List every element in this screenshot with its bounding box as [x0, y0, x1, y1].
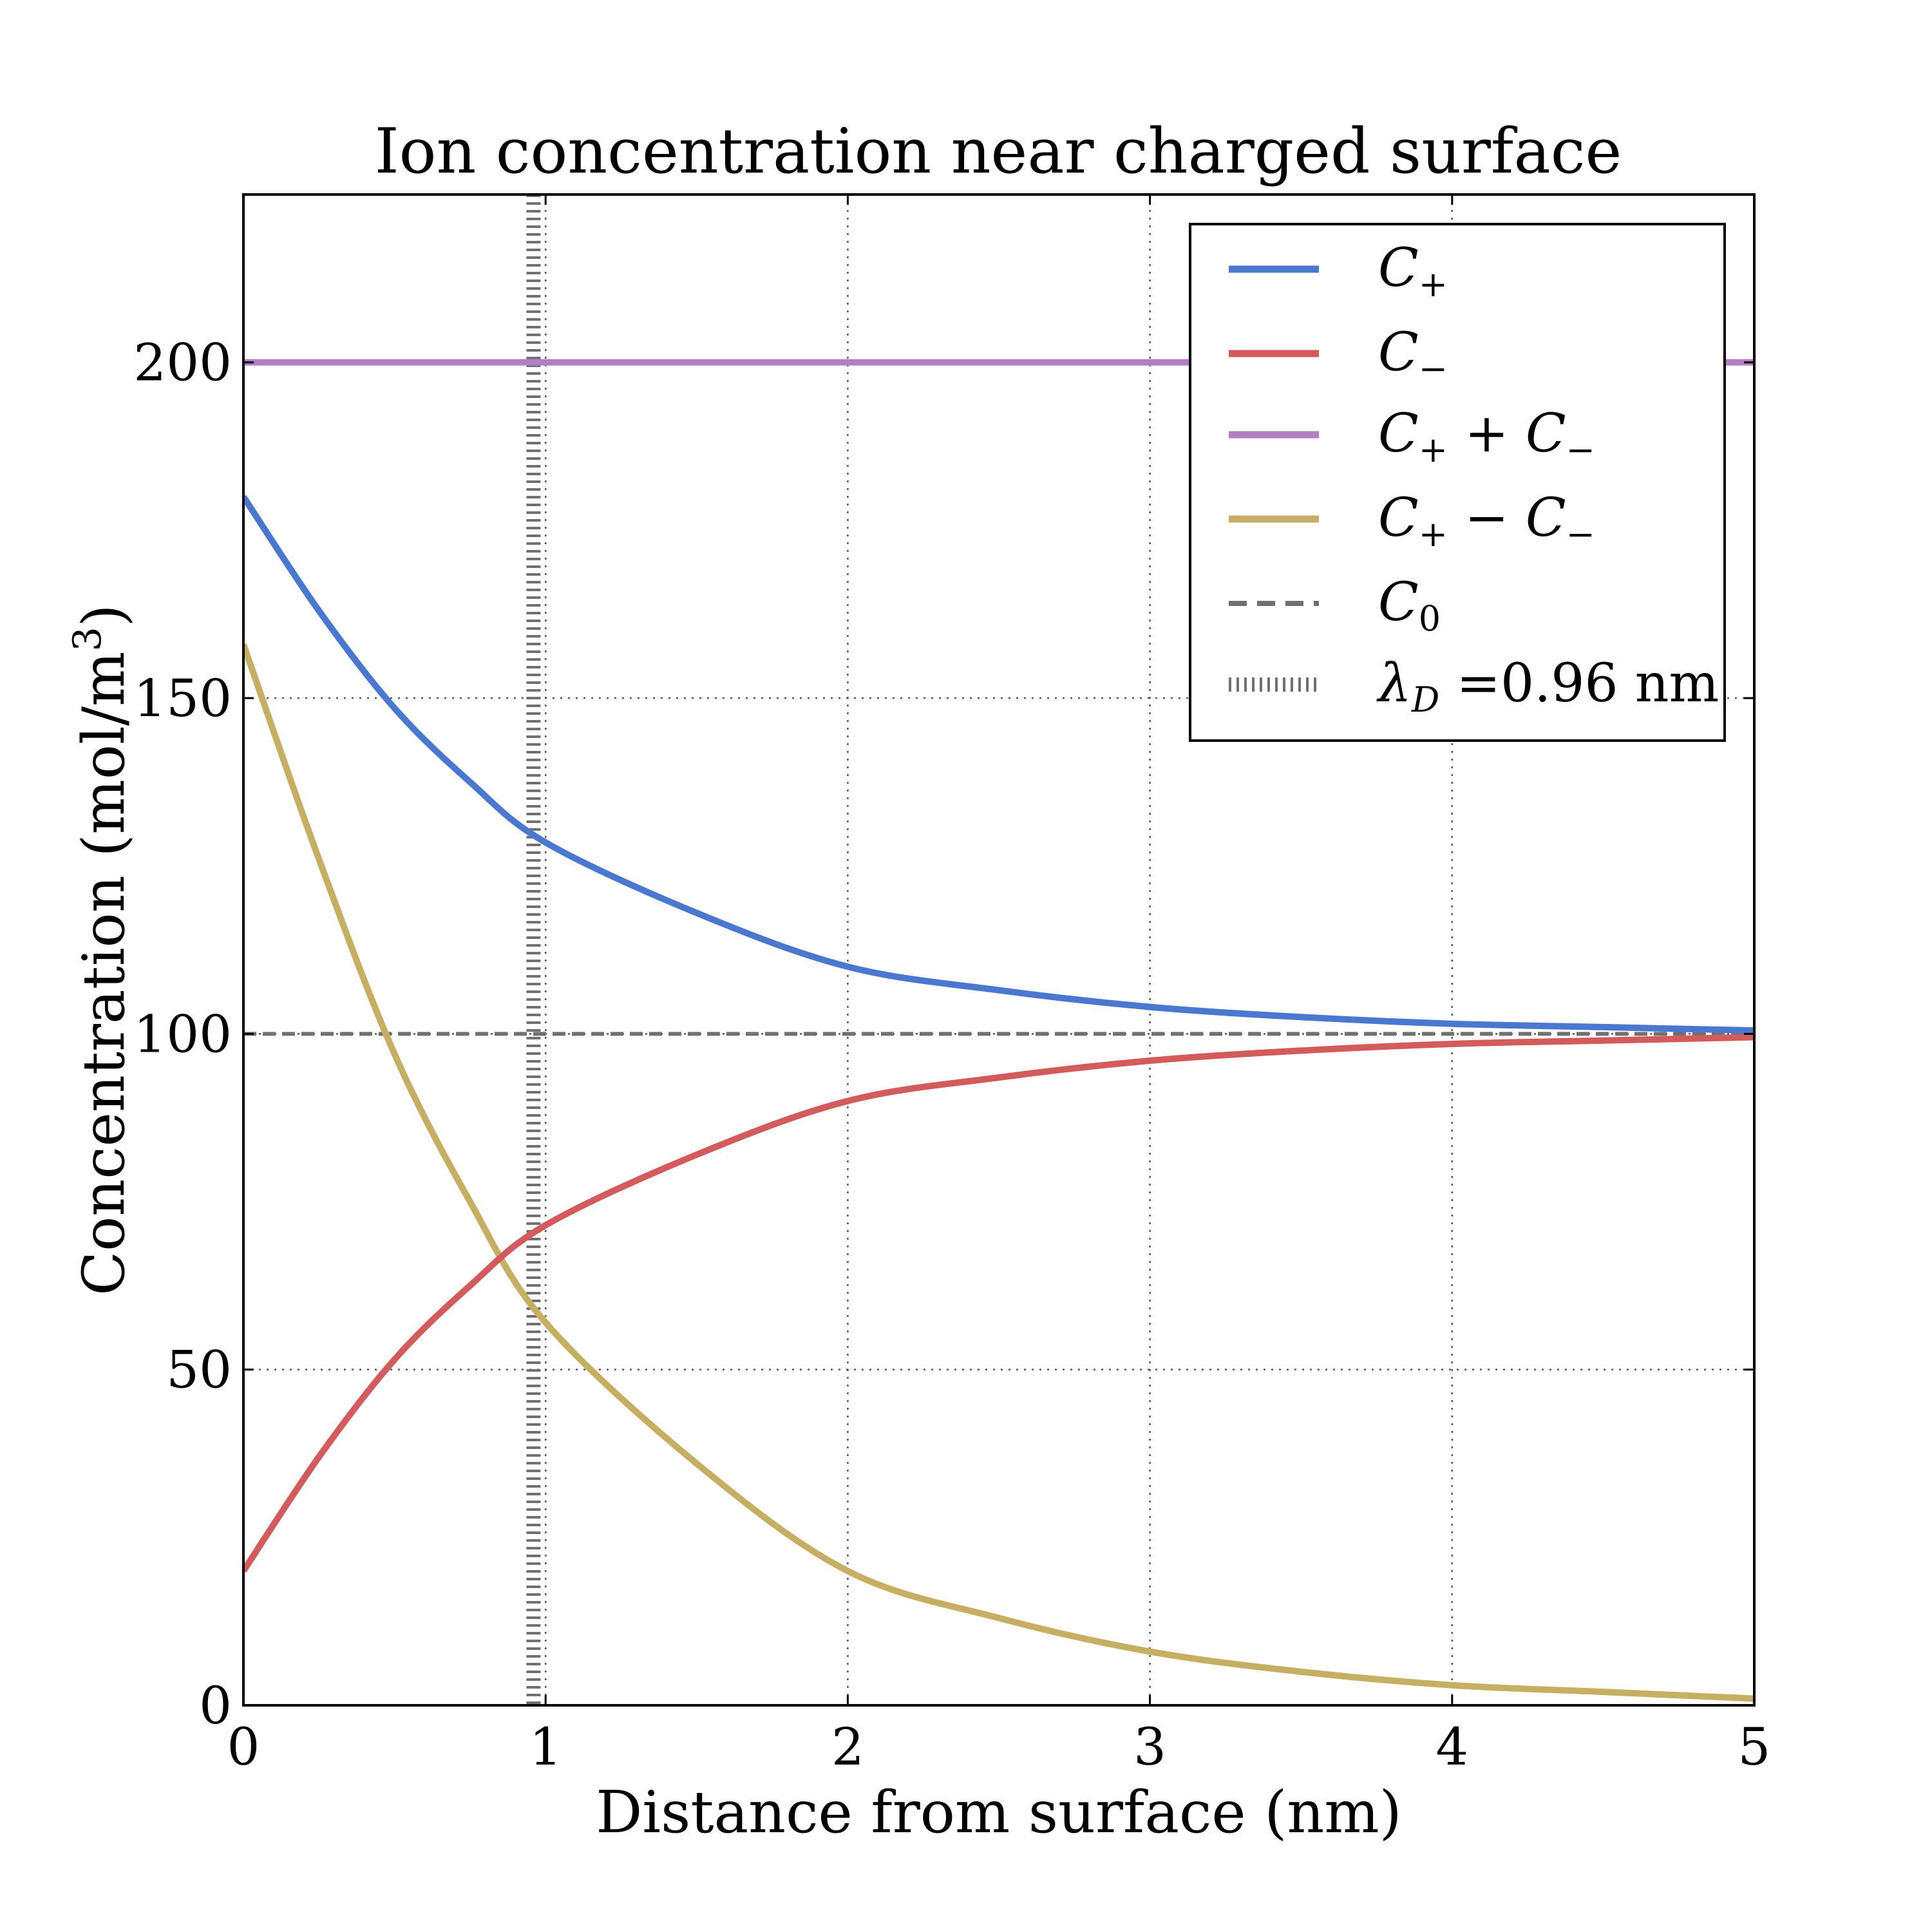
x-axis-label: Distance from surface (nm)	[596, 1779, 1402, 1846]
series-line-c-0	[243, 495, 1754, 1034]
x-tick-label: 4	[1435, 1717, 1468, 1777]
y-tick-label: 150	[133, 668, 232, 728]
x-tick-label: 5	[1738, 1717, 1771, 1777]
legend-label-debye: λD =0.96 nm	[1376, 653, 1719, 720]
y-tick-label: 100	[133, 1004, 232, 1064]
legend-label-c-minus: C−	[1378, 322, 1448, 389]
y-tick-label: 200	[133, 333, 232, 393]
legend-label-c-plus: C+	[1378, 238, 1448, 305]
series-line-c-c-3	[243, 643, 1754, 1702]
legend-label-c0: C0	[1378, 572, 1441, 639]
y-axis-label-close: )	[70, 604, 138, 627]
y-tick-label: 0	[199, 1676, 232, 1736]
legend-label-diff: C+ − C−	[1378, 488, 1595, 554]
y-tick-label: 50	[166, 1340, 232, 1400]
x-tick-label: 1	[529, 1717, 562, 1777]
series-line-c-1	[243, 1034, 1754, 1573]
y-axis-label: Concentration (mol/m3)	[65, 604, 138, 1296]
series-layer	[243, 194, 1754, 1705]
plot-frame	[242, 193, 1756, 1707]
x-tick-label: 3	[1133, 1717, 1166, 1777]
legend-box	[1189, 223, 1726, 742]
y-axis-label-main: Concentration (mol/m	[70, 652, 138, 1296]
y-axis-label-sup: 3	[65, 627, 110, 651]
x-tick-label: 2	[831, 1717, 864, 1777]
chart-title: Ion concentration near charged surface	[375, 115, 1622, 187]
legend-label-sum: C+ + C−	[1378, 403, 1595, 470]
x-tick-label: 0	[227, 1717, 260, 1777]
legend: C+ C− C+ + C− C+ − C− C0 λD =0.96 nm	[1189, 223, 1726, 742]
